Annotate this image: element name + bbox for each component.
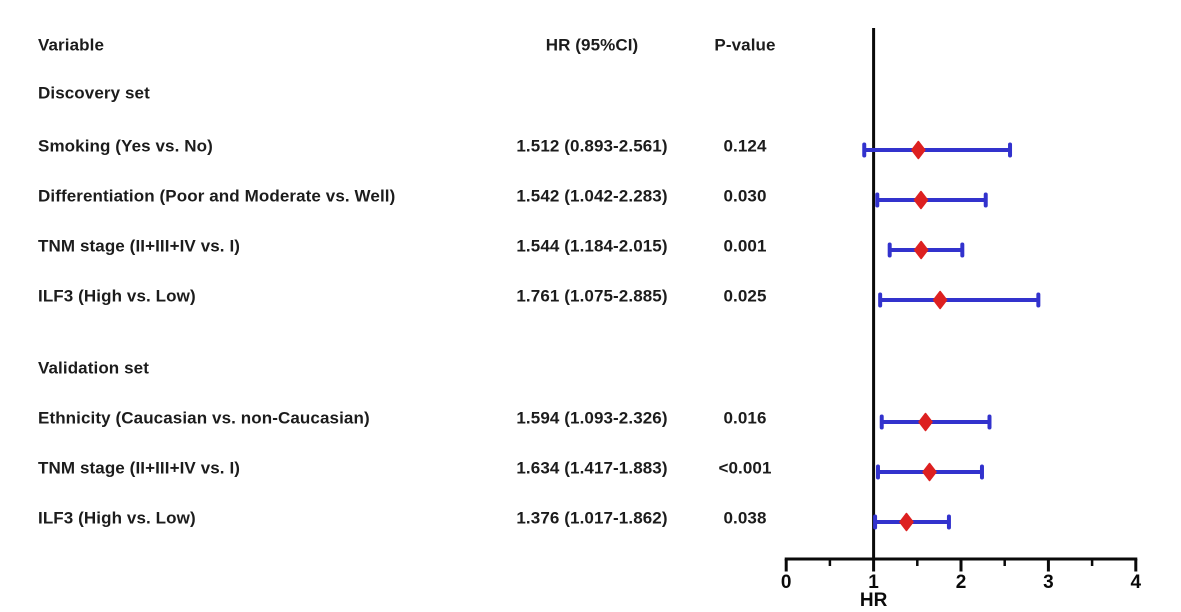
hr-ci-cell: 1.512 (0.893-2.561) — [516, 136, 668, 156]
column-header-pvalue: P-value — [714, 35, 776, 55]
x-axis-tick-label: 3 — [1043, 572, 1054, 593]
variable-cell: Smoking (Yes vs. No) — [38, 136, 213, 156]
column-header-hr-ci: HR (95%CI) — [545, 35, 639, 55]
variable-cell: ILF3 (High vs. Low) — [38, 508, 196, 528]
hr-ci-cell: 1.634 (1.417-1.883) — [516, 458, 668, 478]
hr-point-marker — [899, 512, 914, 532]
p-value-cell: 0.124 — [723, 136, 767, 156]
hr-ci-cell: 1.594 (1.093-2.326) — [516, 408, 668, 428]
p-value-cell: 0.025 — [723, 286, 767, 306]
variable-cell: TNM stage (II+III+IV vs. I) — [38, 458, 241, 478]
hr-point-marker — [911, 140, 926, 160]
column-header-variable: Variable — [38, 35, 105, 55]
hr-point-marker — [913, 240, 929, 260]
hr-ci-cell: 1.761 (1.075-2.885) — [516, 286, 668, 306]
x-axis-tick-label: 4 — [1131, 572, 1142, 593]
section-label: Discovery set — [38, 83, 150, 103]
p-value-cell: 0.030 — [723, 186, 767, 206]
p-value-cell: 0.038 — [723, 508, 767, 528]
hr-point-marker — [918, 412, 933, 432]
hr-point-marker — [932, 290, 948, 310]
x-axis-tick-label: 0 — [781, 572, 792, 593]
variable-cell: Differentiation (Poor and Moderate vs. W… — [38, 186, 396, 206]
x-axis-tick-label: 2 — [956, 572, 967, 593]
p-value-cell: 0.001 — [723, 236, 767, 256]
x-axis-label: HR — [860, 590, 888, 611]
hr-point-marker — [913, 190, 929, 210]
variable-cell: ILF3 (High vs. Low) — [38, 286, 196, 306]
hr-ci-cell: 1.376 (1.017-1.862) — [516, 508, 668, 528]
x-axis-tick-label: 1 — [868, 572, 879, 593]
hr-point-marker — [922, 462, 937, 482]
variable-cell: Ethnicity (Caucasian vs. non-Caucasian) — [38, 408, 370, 428]
hr-ci-cell: 1.544 (1.184-2.015) — [516, 236, 668, 256]
section-label: Validation set — [38, 358, 149, 378]
hr-ci-cell: 1.542 (1.042-2.283) — [516, 186, 668, 206]
p-value-cell: 0.016 — [723, 408, 767, 428]
variable-cell: TNM stage (II+III+IV vs. I) — [38, 236, 241, 256]
p-value-cell: <0.001 — [718, 458, 772, 478]
